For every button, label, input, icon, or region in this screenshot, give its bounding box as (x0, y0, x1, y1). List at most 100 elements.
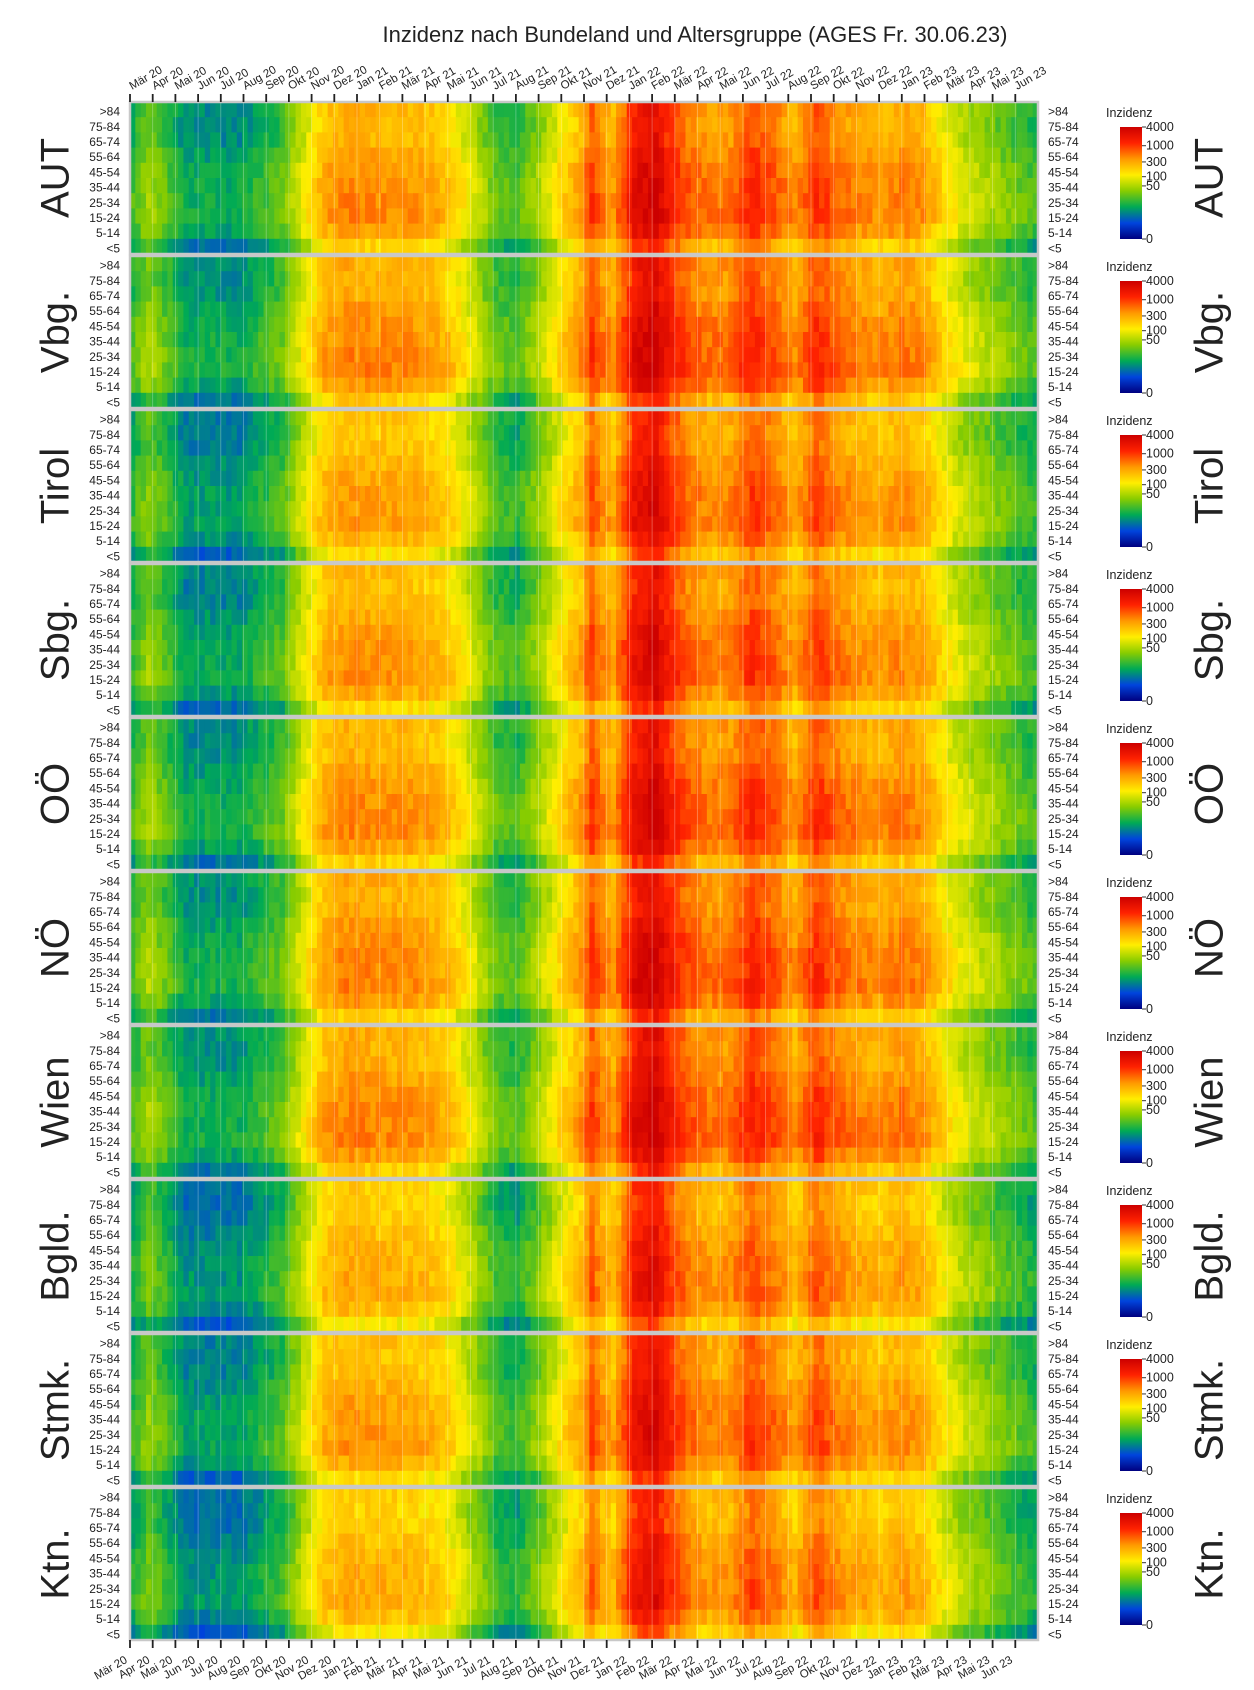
heatmap-cell (856, 362, 863, 379)
heatmap-cell (584, 256, 590, 272)
heatmap-cell (509, 440, 516, 457)
heatmap-cell (167, 440, 174, 457)
heatmap-cell (455, 117, 462, 133)
heatmap-cell (194, 501, 201, 517)
heatmap-cell (509, 425, 516, 441)
heatmap-cell (920, 132, 927, 149)
heatmap-cell (300, 501, 307, 517)
heatmap-cell (984, 362, 991, 379)
heatmap-cell (365, 132, 371, 149)
heatmap-cell (963, 362, 970, 379)
heatmap-cell (989, 392, 996, 409)
heatmap-cell (749, 377, 756, 394)
heatmap-cell (867, 501, 874, 517)
heatmap-cell (1000, 178, 1007, 194)
heatmap-cell (407, 102, 414, 118)
heatmap-cell (808, 455, 815, 472)
heatmap-cell (888, 117, 895, 133)
heatmap-cell (172, 362, 179, 379)
heatmap-cell (461, 132, 468, 149)
heatmap-cell (487, 531, 494, 548)
heatmap-cell (215, 147, 222, 164)
heatmap-cell (295, 147, 302, 164)
heatmap-cell (183, 516, 190, 533)
heatmap-cell (952, 102, 959, 118)
heatmap-cell (786, 440, 793, 457)
heatmap-cell (616, 178, 622, 194)
heatmap-cell (674, 516, 681, 533)
heatmap-cell (322, 132, 329, 149)
heatmap-cell (258, 470, 265, 487)
heatmap-cell (263, 193, 270, 209)
heatmap-cell (535, 256, 542, 272)
heatmap-cell (530, 531, 537, 548)
heatmap-cell (487, 238, 494, 255)
heatmap-cell (851, 147, 857, 164)
heatmap-cell (343, 256, 350, 272)
heatmap-cell (578, 102, 585, 118)
heatmap-cell (370, 425, 377, 441)
heatmap-cell (979, 193, 986, 209)
heatmap-cell (578, 347, 585, 363)
heatmap-cell (332, 486, 339, 502)
heatmap-cell (957, 332, 964, 348)
heatmap-cell (669, 347, 676, 363)
heatmap-cell (578, 316, 585, 333)
heatmap-cell (519, 256, 526, 272)
heatmap-cell (1000, 516, 1007, 533)
heatmap-cell (236, 178, 243, 194)
heatmap-cell (781, 301, 788, 318)
heatmap-cell (162, 377, 168, 394)
heatmap-cell (979, 347, 986, 363)
heatmap-cell (909, 256, 916, 272)
heatmap-cell (578, 178, 585, 194)
heatmap-cell (551, 286, 558, 303)
heatmap-cell (947, 362, 954, 379)
heatmap-cell (802, 501, 809, 517)
heatmap-cell (551, 316, 558, 333)
heatmap-cell (840, 117, 847, 133)
heatmap-cell (461, 178, 468, 194)
heatmap-cell (1016, 178, 1023, 194)
heatmap-cell (605, 410, 612, 426)
colorbar-tick-label: 100 (1146, 170, 1167, 184)
heatmap-cell (423, 410, 430, 426)
heatmap-cell (765, 377, 772, 394)
heatmap-cell (1000, 362, 1007, 379)
heatmap-cell (268, 223, 275, 240)
heatmap-cell (605, 223, 612, 240)
heatmap-cell (434, 531, 441, 548)
heatmap-cell (332, 455, 339, 472)
heatmap-cell (632, 316, 639, 333)
heatmap-cell (813, 117, 820, 133)
heatmap-cell (482, 501, 489, 517)
heatmap-cell (658, 455, 665, 472)
heatmap-cell (188, 286, 195, 303)
heatmap-cell (952, 347, 959, 363)
heatmap-cell (984, 132, 991, 149)
heatmap-cell (461, 486, 468, 502)
heatmap-cell (648, 455, 655, 472)
heatmap-cell (952, 162, 959, 179)
heatmap-cell (316, 316, 323, 333)
heatmap-cell (1011, 256, 1018, 272)
heatmap-cell (696, 132, 703, 149)
heatmap-cell (487, 410, 494, 426)
heatmap-cell (589, 132, 596, 149)
heatmap-cell (546, 147, 553, 164)
heatmap-cell (370, 286, 377, 303)
heatmap-cell (877, 301, 884, 318)
heatmap-cell (151, 316, 158, 333)
heatmap-cell (551, 117, 558, 133)
heatmap-cell (450, 470, 457, 487)
heatmap-cell (856, 392, 863, 409)
heatmap-cell (365, 470, 371, 487)
heatmap-cell (439, 362, 446, 379)
heatmap-cell (610, 392, 617, 409)
heatmap-cell (445, 132, 452, 149)
heatmap-cell (706, 470, 713, 487)
heatmap-cell (327, 301, 334, 318)
heatmap-cell (498, 208, 505, 225)
heatmap-cell (487, 162, 494, 179)
